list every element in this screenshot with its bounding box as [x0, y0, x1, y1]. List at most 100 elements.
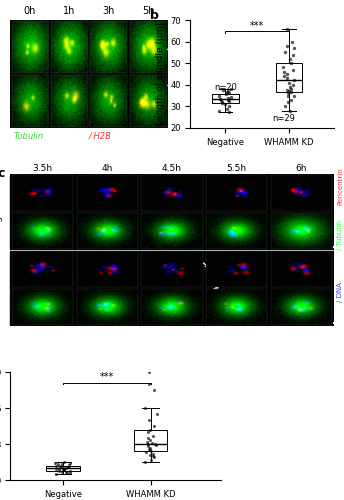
Point	[147, 416, 152, 424]
Point	[143, 404, 148, 412]
Point	[152, 453, 157, 461]
Point	[53, 465, 59, 473]
Point	[145, 440, 150, 448]
Point	[228, 85, 234, 93]
Point	[219, 99, 225, 107]
Text: Pericentrin: Pericentrin	[337, 168, 343, 205]
Text: 4.5h: 4.5h	[162, 164, 182, 172]
Point	[65, 469, 70, 477]
Text: 6h: 6h	[295, 164, 307, 172]
Point	[224, 88, 230, 96]
Text: ***: ***	[250, 21, 265, 31]
Point	[284, 86, 290, 94]
Point	[53, 470, 59, 478]
Point	[147, 436, 152, 444]
Point	[291, 92, 297, 100]
Point	[67, 461, 72, 469]
PathPatch shape	[134, 430, 167, 451]
Point	[281, 72, 287, 80]
Point	[291, 44, 297, 52]
Point	[146, 445, 151, 453]
Point	[148, 456, 154, 464]
Point	[226, 97, 232, 105]
Point	[219, 98, 224, 106]
Point	[61, 466, 66, 474]
Point	[61, 466, 66, 473]
Point	[151, 422, 157, 430]
Point	[154, 410, 160, 418]
Point	[287, 87, 292, 95]
Point	[153, 441, 159, 449]
Point	[57, 462, 62, 469]
Point	[150, 432, 156, 440]
Point	[56, 468, 61, 475]
Point	[56, 460, 61, 468]
Point	[287, 78, 292, 86]
Point	[281, 68, 287, 76]
Point	[223, 100, 228, 108]
Point	[58, 463, 64, 471]
Point	[217, 106, 222, 114]
Point	[226, 108, 232, 116]
Y-axis label: Length of spindle (μm): Length of spindle (μm)	[155, 22, 164, 126]
Point	[217, 95, 223, 103]
Text: 3.5h: 3.5h	[33, 164, 53, 172]
Point	[289, 96, 294, 104]
Point	[146, 434, 151, 442]
Text: 1h: 1h	[63, 6, 76, 16]
Point	[148, 447, 154, 455]
Point	[152, 386, 157, 394]
Text: b: b	[150, 9, 159, 22]
PathPatch shape	[276, 63, 302, 92]
PathPatch shape	[46, 466, 79, 471]
Point	[290, 50, 296, 58]
Point	[53, 458, 58, 466]
Point	[60, 466, 66, 474]
Point	[150, 452, 156, 460]
Point	[282, 102, 287, 110]
Point	[216, 92, 222, 100]
Point	[152, 440, 158, 448]
Text: / DNA: / DNA	[337, 282, 343, 302]
Point	[146, 442, 151, 450]
Point	[147, 368, 152, 376]
Point	[60, 464, 66, 472]
Point	[67, 463, 72, 471]
Point	[65, 464, 71, 471]
Point	[290, 38, 295, 46]
Text: 5h: 5h	[142, 6, 154, 16]
Text: / Tubulin: / Tubulin	[337, 220, 343, 250]
Text: n=20: n=20	[214, 84, 237, 92]
Point	[285, 98, 290, 106]
Point	[284, 24, 289, 32]
Point	[144, 438, 150, 446]
Point	[64, 468, 69, 475]
Point	[281, 64, 286, 72]
Point	[226, 102, 232, 110]
Point	[148, 444, 153, 452]
Text: 4h: 4h	[101, 164, 113, 172]
Point	[226, 87, 231, 95]
Text: WHAMM
KD: WHAMM KD	[0, 269, 2, 306]
Point	[147, 451, 153, 459]
Point	[68, 467, 73, 475]
Point	[147, 426, 153, 434]
Point	[288, 83, 293, 91]
Point	[287, 106, 292, 114]
Point	[143, 448, 149, 456]
Point	[220, 86, 226, 94]
Point	[288, 85, 294, 93]
Point	[62, 458, 67, 466]
Point	[286, 92, 291, 100]
Text: Tubulin: Tubulin	[13, 132, 44, 140]
Point	[224, 104, 230, 112]
Point	[149, 439, 154, 447]
Point	[284, 74, 290, 82]
Point	[290, 81, 296, 89]
Point	[150, 450, 155, 458]
Point	[292, 76, 297, 84]
Text: Negative: Negative	[0, 192, 2, 232]
Point	[148, 446, 153, 454]
Point	[147, 380, 152, 388]
Point	[284, 42, 290, 50]
